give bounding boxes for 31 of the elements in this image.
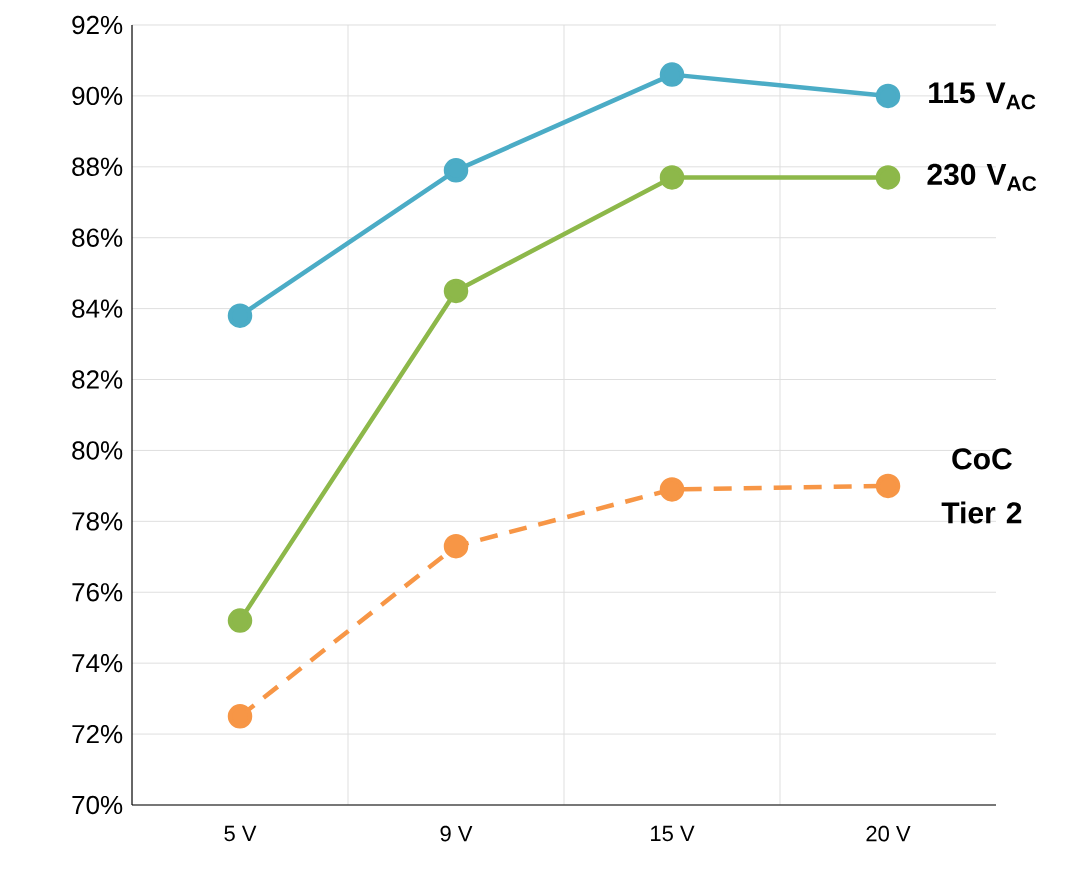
y-tick-label: 76% (72, 583, 123, 602)
x-tick-label: 9 V (440, 825, 473, 842)
series-label: CoC Tier 2 (941, 448, 1022, 524)
y-tick-label: 70% (72, 795, 123, 815)
y-tick-label: 80% (72, 441, 123, 460)
y-tick-label: 92% (72, 15, 123, 35)
series-label: 115 V$_{AC}$ (929, 82, 1036, 110)
point (875, 473, 901, 499)
point (875, 165, 901, 190)
point (659, 62, 685, 87)
x-tick-label: 5 V (224, 825, 257, 842)
y-tick-label: 78% (72, 512, 123, 531)
point (659, 477, 685, 502)
x-tick-label: 15 V (651, 825, 695, 842)
point (443, 158, 469, 183)
point (227, 704, 253, 729)
y-tick-label: 86% (72, 228, 123, 247)
series-label: 230 V$_{AC}$ (927, 163, 1037, 192)
y-tick-label: 74% (72, 654, 123, 673)
point (227, 608, 253, 633)
x-tick-label: 20 V (866, 825, 911, 842)
point (659, 165, 685, 190)
y-tick-label: 82% (72, 370, 123, 389)
point (443, 278, 469, 304)
y-tick-label: 84% (72, 299, 123, 318)
point (443, 533, 469, 559)
point (227, 303, 253, 328)
y-tick-label: 90% (72, 86, 123, 106)
point (875, 83, 901, 109)
y-tick-label: 72% (72, 724, 123, 744)
y-tick-label: 88% (72, 157, 123, 176)
